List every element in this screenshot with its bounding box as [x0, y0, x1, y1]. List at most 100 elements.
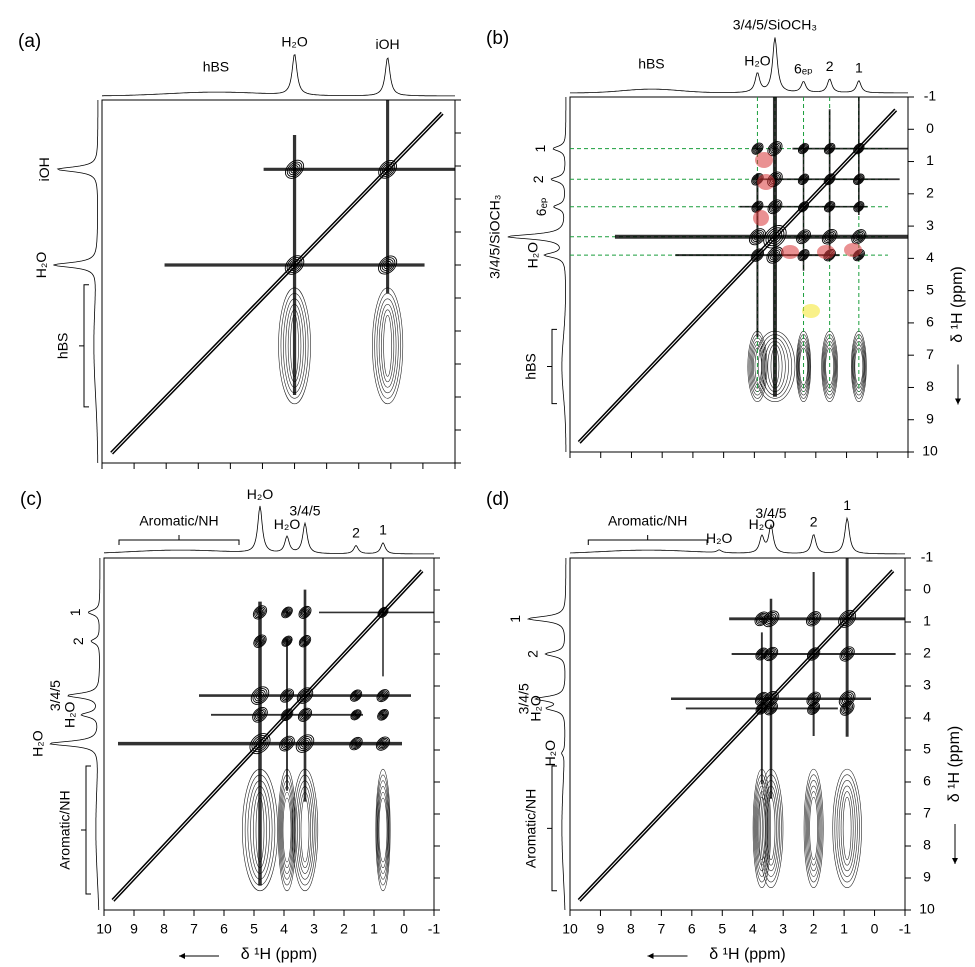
contour-ring [750, 229, 765, 244]
contour-ring [755, 147, 760, 151]
cross-peak [751, 142, 764, 155]
contour-ring [825, 202, 835, 212]
contour-ring [283, 710, 291, 719]
contour-ring [771, 203, 779, 210]
peak-label: 3/4/5 [516, 683, 532, 714]
contour-ring [807, 647, 821, 661]
contour-ring [823, 230, 836, 244]
contour-ring [282, 797, 292, 863]
contour-ring [378, 710, 388, 720]
contour-ring [807, 785, 821, 872]
contour-ring [808, 648, 820, 660]
contour-ring [257, 638, 263, 645]
contour-ring [353, 740, 359, 747]
peak-label: 6ₑₚ [533, 197, 549, 216]
contour-ring [751, 200, 764, 213]
x-tick-label: 0 [871, 921, 879, 937]
contour-ring [752, 201, 763, 212]
y-tick-label: 7 [923, 805, 931, 821]
contour-ring [280, 737, 294, 750]
contour-ring [826, 233, 834, 241]
contour-ring [281, 635, 293, 647]
y-tick-label: 10 [922, 443, 938, 459]
contour-ring [258, 610, 262, 615]
y-tick-label: 1 [923, 613, 931, 629]
panel-label: (c) [20, 489, 42, 510]
peak-label: H₂O [749, 516, 776, 532]
contour-ring [854, 202, 864, 212]
contour-ring [797, 173, 810, 185]
contour-ring [301, 711, 309, 718]
contour-ring [840, 791, 854, 866]
contour-ring [809, 796, 818, 860]
y-tick-label: 8 [926, 378, 934, 394]
contour-ring [281, 791, 293, 869]
contour-ring [827, 176, 833, 182]
peak-label: H₂O [744, 52, 771, 68]
range-bracket [547, 765, 557, 892]
contour-ring [763, 225, 787, 249]
contour-ring [810, 651, 817, 657]
contour-ring [810, 695, 817, 702]
contour-ring [753, 250, 762, 260]
contour-ring [755, 702, 769, 715]
range-bracket [79, 284, 89, 408]
contour-ring [770, 231, 780, 242]
contour-ring [768, 142, 782, 155]
contour-ring [301, 692, 309, 700]
contour-ring [748, 228, 766, 246]
peak-label: H₂O [281, 33, 308, 49]
contour-ring [300, 636, 310, 647]
cross-peak [675, 173, 840, 338]
panel: (b) -1 0 1 2 3 4 5 6 7 8 9 10 δ ¹H (ppm) 3/4/5/SiOCH₃ 3… [486, 17, 966, 459]
contour-ring [752, 249, 763, 261]
contour-ring [824, 174, 835, 185]
contour-ring [302, 609, 308, 616]
cross-peak [729, 558, 905, 737]
contour-ring [380, 609, 386, 615]
contour-ring [254, 689, 266, 702]
contour-ring [284, 638, 290, 644]
highlight [755, 152, 773, 168]
contour-ring [752, 231, 763, 243]
contour-ring [827, 146, 833, 152]
contour-ring [768, 200, 781, 213]
contour-ring [767, 615, 775, 623]
contour-ring [796, 229, 811, 245]
contour-ring [281, 709, 293, 720]
y-tick-label: 6 [926, 314, 934, 330]
cross-peak [376, 689, 390, 703]
contour-ring [843, 614, 851, 623]
contour-ring [836, 780, 858, 877]
cross-peak [253, 634, 267, 648]
x-tick-label: -1 [428, 921, 441, 937]
contour-ring [758, 695, 765, 702]
peak-label: 1 [507, 615, 523, 623]
contour-ring [855, 203, 863, 211]
contour-ring [255, 607, 265, 617]
contour-ring [283, 637, 291, 645]
cross-peak [851, 229, 867, 245]
contour-ring [826, 145, 834, 153]
contour-ring [352, 691, 360, 700]
contour-ring [251, 735, 269, 753]
diagonal [111, 112, 443, 454]
y-tick-label: 1 [926, 152, 934, 168]
contour-ring [807, 701, 821, 715]
highlight [802, 304, 820, 318]
contour-ring [765, 227, 785, 247]
x-tick-label: 2 [340, 921, 348, 937]
y-axis-label: δ ¹H (ppm) [946, 726, 963, 802]
contour-ring [286, 161, 303, 178]
contour-ring [803, 768, 824, 888]
left-spectrum [49, 558, 101, 911]
contour-ring [843, 695, 851, 703]
contour-ring [379, 740, 387, 747]
contour-ring [809, 704, 818, 713]
contour-ring [853, 173, 865, 186]
contour-ring [377, 737, 389, 750]
cross-peak [211, 638, 363, 791]
contour-ring [757, 694, 767, 704]
contour-ring [843, 705, 851, 712]
panel-label: (d) [486, 489, 509, 510]
